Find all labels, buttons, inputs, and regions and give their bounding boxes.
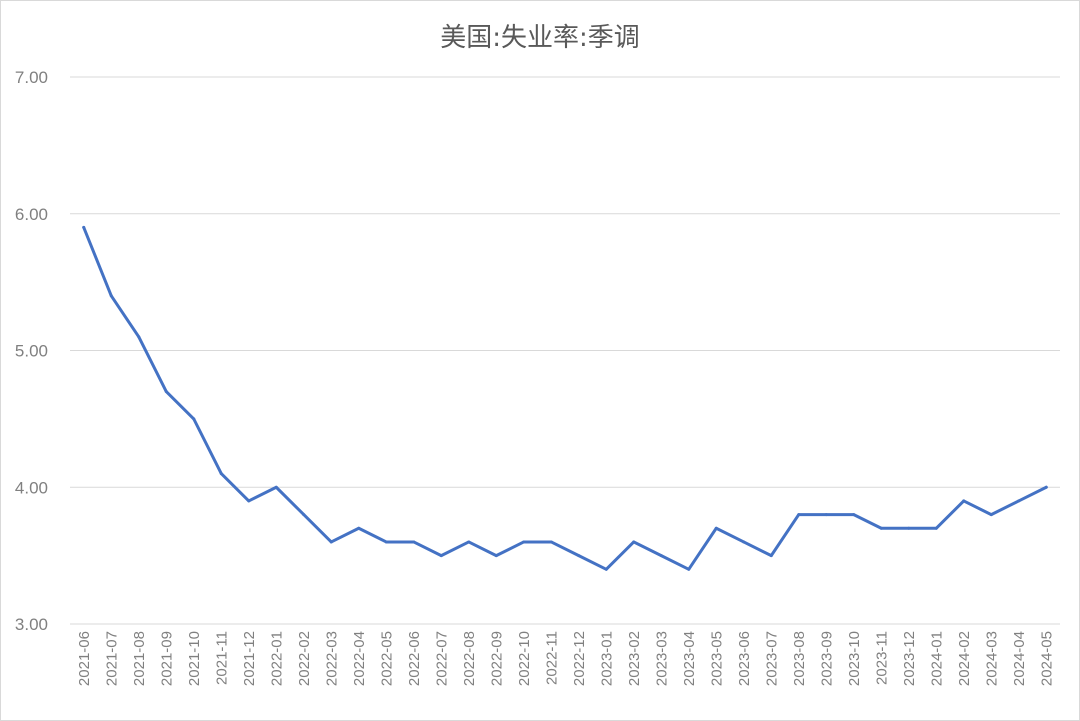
data-point	[1017, 499, 1021, 503]
x-tick-label: 2021-10	[186, 631, 203, 686]
data-point	[989, 513, 993, 517]
data-point	[412, 540, 416, 544]
x-tick-label: 2024-04	[1011, 631, 1028, 686]
x-tick-label: 2021-08	[131, 631, 148, 686]
data-point	[742, 540, 746, 544]
data-point	[384, 540, 388, 544]
x-tick-label: 2022-01	[268, 631, 285, 686]
data-point	[852, 513, 856, 517]
data-point	[1044, 485, 1048, 489]
x-tick-label: 2023-07	[763, 631, 780, 686]
gridlines	[70, 76, 1060, 625]
x-tick-label: 2021-12	[241, 631, 258, 686]
chart-title: 美国:失业率:季调	[440, 23, 640, 53]
y-tick-label: 6.00	[15, 205, 48, 224]
data-point	[549, 540, 553, 544]
x-tick-label: 2021-07	[103, 631, 120, 686]
x-tick-label: 2022-05	[378, 631, 395, 686]
x-tick-label: 2022-10	[516, 631, 533, 686]
x-tick-label: 2023-03	[653, 631, 670, 686]
series-line	[82, 225, 1048, 571]
x-tick-label: 2023-12	[901, 631, 918, 686]
x-tick-label: 2022-04	[351, 631, 368, 686]
x-tick-label: 2023-11	[873, 631, 890, 685]
data-point	[247, 499, 251, 503]
data-point	[357, 526, 361, 530]
data-point	[714, 526, 718, 530]
x-tick-label: 2022-03	[323, 631, 340, 686]
x-tick-label: 2024-01	[928, 631, 945, 686]
data-point	[329, 540, 333, 544]
data-point	[164, 390, 168, 394]
data-point	[824, 513, 828, 517]
series-layer	[82, 225, 1048, 571]
x-tick-label: 2022-08	[461, 631, 478, 686]
y-tick-label: 5.00	[15, 342, 48, 361]
x-axis: 2021-06 2021-07 2021-08 2021-09 2021-10 2021-…	[76, 631, 1056, 686]
x-tick-label: 2022-07	[433, 631, 450, 686]
x-tick-label: 2022-09	[488, 631, 505, 686]
y-axis: 3.00 4.00 5.00 6.00 7.00	[15, 68, 48, 634]
x-tick-label: 2023-10	[846, 631, 863, 686]
data-point	[494, 554, 498, 558]
data-point	[962, 499, 966, 503]
data-point	[769, 554, 773, 558]
data-point	[109, 294, 113, 298]
data-point	[219, 472, 223, 476]
data-point	[82, 225, 86, 229]
data-point	[659, 554, 663, 558]
y-tick-label: 7.00	[15, 68, 48, 87]
x-tick-label: 2022-12	[571, 631, 588, 686]
data-point	[934, 526, 938, 530]
x-tick-label: 2023-01	[598, 631, 615, 686]
data-point	[907, 526, 911, 530]
data-point	[879, 526, 883, 530]
x-tick-label: 2023-06	[736, 631, 753, 686]
data-point	[632, 540, 636, 544]
y-tick-label: 4.00	[15, 478, 48, 497]
x-tick-label: 2022-06	[406, 631, 423, 686]
x-tick-label: 2022-11	[543, 631, 560, 685]
data-point	[137, 335, 141, 339]
x-tick-label: 2024-05	[1038, 631, 1055, 686]
data-point	[274, 485, 278, 489]
x-tick-label: 2023-05	[708, 631, 725, 686]
x-tick-label: 2023-04	[681, 631, 698, 686]
x-tick-label: 2021-11	[213, 631, 230, 685]
data-point	[577, 554, 581, 558]
x-tick-label: 2021-06	[76, 631, 93, 686]
y-tick-label: 3.00	[15, 615, 48, 634]
data-point	[687, 567, 691, 571]
x-tick-label: 2024-02	[956, 631, 973, 686]
data-point	[192, 417, 196, 421]
x-tick-label: 2023-08	[791, 631, 808, 686]
x-tick-label: 2021-09	[158, 631, 175, 686]
data-point	[522, 540, 526, 544]
data-point	[604, 567, 608, 571]
x-tick-label: 2023-02	[626, 631, 643, 686]
x-tick-label: 2023-09	[818, 631, 835, 686]
data-point	[439, 554, 443, 558]
data-point	[797, 513, 801, 517]
data-point	[467, 540, 471, 544]
x-tick-label: 2024-03	[983, 631, 1000, 686]
data-point	[302, 513, 306, 517]
x-tick-label: 2022-02	[296, 631, 313, 686]
